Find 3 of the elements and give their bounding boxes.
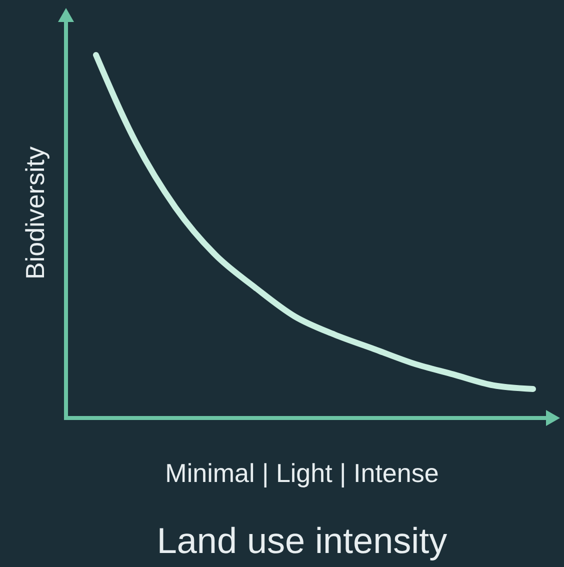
x-axis-title: Land use intensity	[156, 520, 448, 561]
y-axis-title: Biodiversity	[20, 146, 50, 280]
text: Minimal | Light | Intense	[165, 458, 439, 488]
